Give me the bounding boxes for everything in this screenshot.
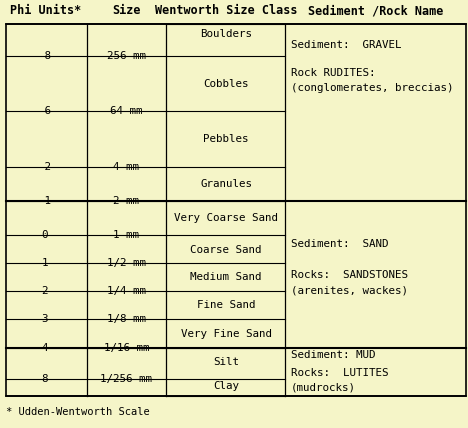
Text: Boulders: Boulders: [200, 29, 252, 39]
Text: -2: -2: [38, 162, 51, 172]
Text: Coarse Sand: Coarse Sand: [190, 245, 262, 255]
Text: 1/8 mm: 1/8 mm: [107, 314, 146, 324]
Text: Rocks:  LUTITES: Rocks: LUTITES: [291, 368, 388, 378]
Text: 8: 8: [41, 374, 48, 384]
Text: 1: 1: [41, 258, 48, 268]
Text: 1/2 mm: 1/2 mm: [107, 258, 146, 268]
Text: -8: -8: [38, 51, 51, 62]
Text: Very Fine Sand: Very Fine Sand: [181, 329, 271, 339]
Text: (mudrocks): (mudrocks): [291, 382, 356, 392]
Text: Silt: Silt: [213, 357, 239, 367]
Text: -1: -1: [38, 196, 51, 206]
Text: Clay: Clay: [213, 381, 239, 391]
Text: 2: 2: [41, 286, 48, 296]
Text: Rocks:  SANDSTONES: Rocks: SANDSTONES: [291, 270, 408, 280]
Text: Wentworth Size Class: Wentworth Size Class: [155, 4, 297, 17]
Text: 256 mm: 256 mm: [107, 51, 146, 62]
Text: 64 mm: 64 mm: [110, 106, 143, 116]
Text: Granules: Granules: [200, 179, 252, 189]
Text: Sediment /Rock Name: Sediment /Rock Name: [308, 4, 444, 17]
Text: Sediment:  GRAVEL: Sediment: GRAVEL: [291, 40, 402, 50]
Text: Size: Size: [112, 4, 140, 17]
Text: Cobbles: Cobbles: [203, 79, 249, 89]
Text: Rock RUDITES:: Rock RUDITES:: [291, 68, 376, 78]
Text: Phi Units*: Phi Units*: [10, 4, 81, 17]
Text: Very Coarse Sand: Very Coarse Sand: [174, 213, 278, 223]
Text: (conglomerates, breccias): (conglomerates, breccias): [291, 83, 453, 93]
Text: 4: 4: [41, 342, 48, 353]
Text: Sediment: MUD: Sediment: MUD: [291, 350, 376, 360]
Text: 1/4 mm: 1/4 mm: [107, 286, 146, 296]
Text: * Udden-Wentworth Scale: * Udden-Wentworth Scale: [6, 407, 149, 417]
Text: 4 mm: 4 mm: [113, 162, 139, 172]
Text: 1 mm: 1 mm: [113, 230, 139, 241]
Text: Pebbles: Pebbles: [203, 134, 249, 144]
Text: Medium Sand: Medium Sand: [190, 272, 262, 282]
Text: 1/256 mm: 1/256 mm: [100, 374, 153, 384]
Text: (arenites, wackes): (arenites, wackes): [291, 285, 408, 295]
Text: 3: 3: [41, 314, 48, 324]
Text: Sediment:  SAND: Sediment: SAND: [291, 239, 388, 249]
Text: 0: 0: [41, 230, 48, 241]
Text: -6: -6: [38, 106, 51, 116]
Text: 2 mm: 2 mm: [113, 196, 139, 206]
Text: 1/16 mm: 1/16 mm: [103, 342, 149, 353]
Bar: [6, 24, 466, 396]
Text: Fine Sand: Fine Sand: [197, 300, 256, 310]
